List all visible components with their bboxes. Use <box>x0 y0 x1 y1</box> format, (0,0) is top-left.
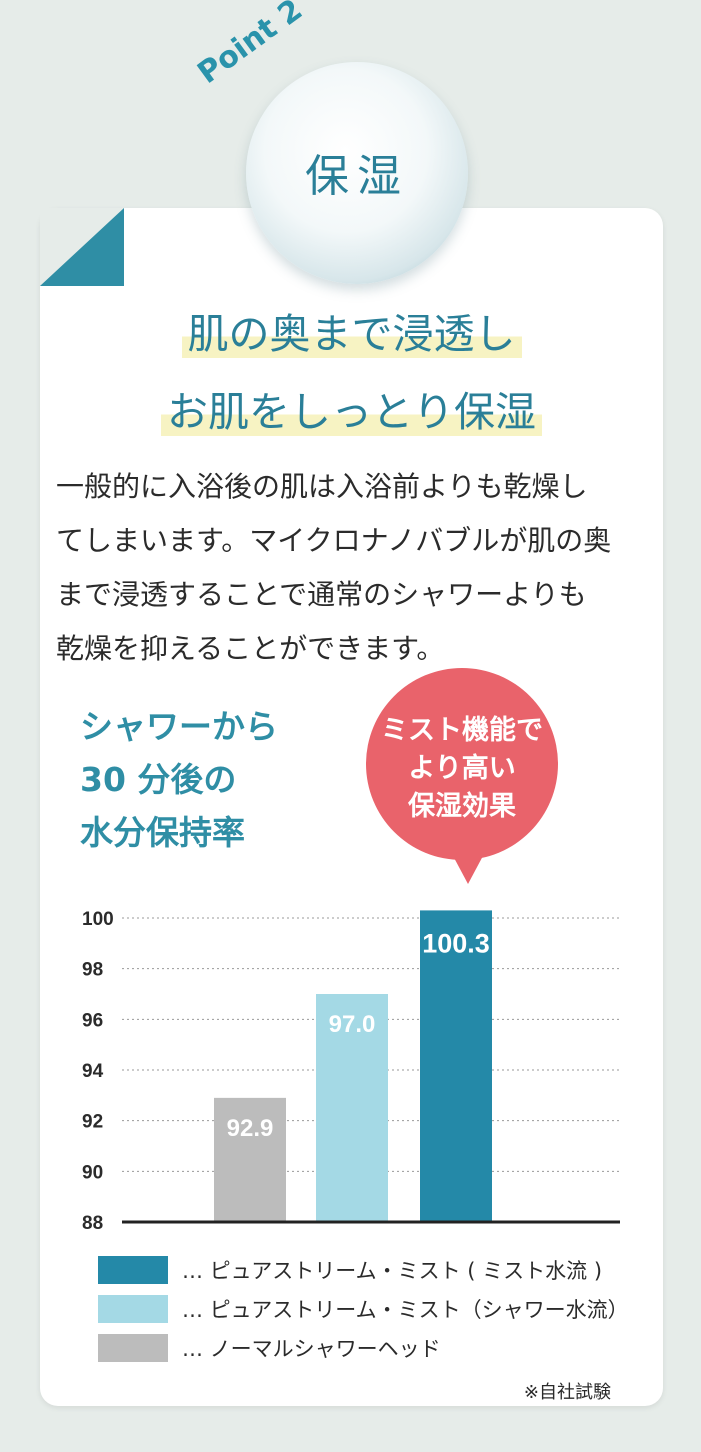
body-line: 一般的に入浴後の肌は入浴前よりも乾燥し <box>56 470 588 503</box>
y-tick-label: 100 <box>82 909 114 930</box>
bar <box>214 1097 286 1222</box>
legend-swatch <box>98 1295 168 1323</box>
body-line: 乾燥を抑えることができます。 <box>56 632 445 665</box>
callout-line: ミスト機能で <box>381 715 543 746</box>
headline-line-2: お肌をしっとり保湿 <box>40 378 663 438</box>
y-tick-label: 90 <box>82 1162 103 1183</box>
y-tick-label: 88 <box>82 1213 103 1234</box>
body-line: てしまいます。マイクロナノバブルが肌の奥 <box>56 524 612 557</box>
bar-value-label: 92.9 <box>227 1115 274 1142</box>
legend-label: … ピュアストリーム・ミスト ( ミスト水流 ) <box>182 1259 603 1283</box>
y-tick-label: 96 <box>82 1010 103 1031</box>
legend-swatch <box>98 1334 168 1362</box>
callout-text: ミスト機能で より高い 保湿効果 <box>366 712 558 826</box>
legend-item-normal: … ノーマルシャワーヘッド <box>98 1334 441 1362</box>
bar <box>420 910 492 1222</box>
bar <box>316 994 388 1222</box>
callout-line: より高い <box>408 753 516 784</box>
body-line: まで浸透することで通常のシャワーよりも <box>56 578 587 611</box>
body-paragraph: 一般的に入浴後の肌は入浴前よりも乾燥し てしまいます。マイクロナノバブルが肌の奥… <box>56 460 656 676</box>
badge-title: 保湿 <box>305 151 409 202</box>
callout-bubble <box>366 668 558 860</box>
legend-swatch <box>98 1256 168 1284</box>
callout-line: 保湿効果 <box>408 791 516 822</box>
y-tick-label: 98 <box>82 960 103 981</box>
chart-title-line: 30 分後の <box>80 760 237 799</box>
headline-line-1: 肌の奥まで浸透し <box>40 300 663 360</box>
callout-tail <box>452 854 484 884</box>
chart-title-line: 水分保持率 <box>80 813 245 852</box>
legend-item-mist-mist: … ピュアストリーム・ミスト ( ミスト水流 ) <box>98 1256 602 1284</box>
legend-item-mist-shower: … ピュアストリーム・ミスト（シャワー水流） <box>98 1295 629 1323</box>
legend-label: … ピュアストリーム・ミスト（シャワー水流） <box>182 1298 629 1322</box>
y-tick-label: 92 <box>82 1112 103 1133</box>
bar-value-label: 97.0 <box>329 1011 376 1038</box>
chart-title-line: シャワーから <box>80 707 278 746</box>
y-tick-label: 94 <box>82 1061 104 1082</box>
bar-value-label: 100.3 <box>422 928 490 958</box>
chart-title: シャワーから 30 分後の 水分保持率 <box>80 700 340 859</box>
footnote: ※自社試験 <box>523 1382 611 1403</box>
water-bubble-badge <box>246 62 468 284</box>
legend-label: … ノーマルシャワーヘッド <box>182 1337 441 1361</box>
